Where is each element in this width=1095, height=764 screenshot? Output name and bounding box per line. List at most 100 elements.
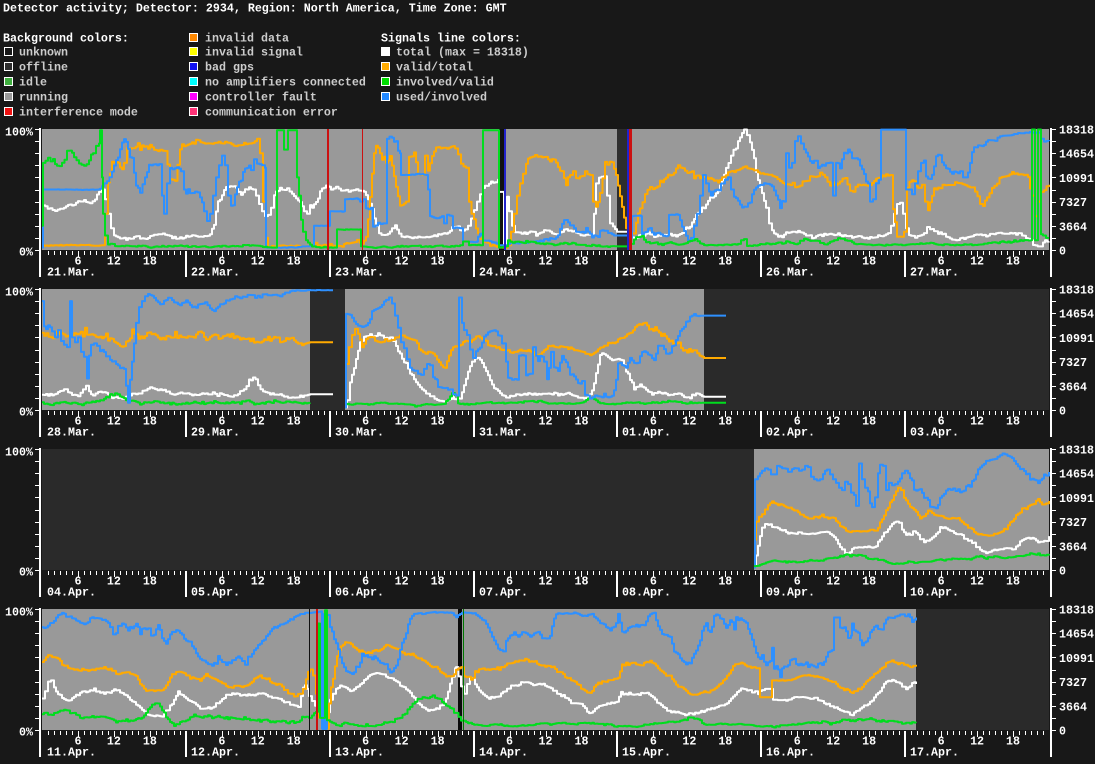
svg-text:18: 18 bbox=[143, 735, 157, 749]
svg-text:7327: 7327 bbox=[1059, 196, 1087, 210]
svg-text:6: 6 bbox=[218, 415, 225, 429]
svg-text:18: 18 bbox=[574, 575, 588, 589]
svg-text:Signals line colors:: Signals line colors: bbox=[381, 32, 521, 46]
svg-text:18: 18 bbox=[718, 575, 732, 589]
svg-text:100%: 100% bbox=[5, 286, 33, 300]
svg-text:18: 18 bbox=[431, 735, 445, 749]
svg-text:18: 18 bbox=[718, 255, 732, 269]
svg-text:6: 6 bbox=[938, 575, 945, 589]
svg-text:04.Apr.: 04.Apr. bbox=[47, 586, 96, 600]
svg-text:12: 12 bbox=[395, 735, 409, 749]
svg-text:6: 6 bbox=[794, 415, 801, 429]
svg-text:18318: 18318 bbox=[1059, 444, 1094, 458]
svg-text:18: 18 bbox=[862, 575, 876, 589]
svg-text:13.Apr.: 13.Apr. bbox=[335, 746, 384, 760]
svg-text:21.Mar.: 21.Mar. bbox=[47, 266, 96, 280]
svg-text:18: 18 bbox=[718, 415, 732, 429]
svg-text:28.Mar.: 28.Mar. bbox=[47, 426, 96, 440]
svg-text:invalid signal: invalid signal bbox=[205, 46, 303, 60]
svg-text:6: 6 bbox=[650, 255, 657, 269]
svg-text:6: 6 bbox=[218, 575, 225, 589]
svg-text:12: 12 bbox=[539, 575, 553, 589]
svg-text:6: 6 bbox=[218, 735, 225, 749]
svg-text:18: 18 bbox=[718, 735, 732, 749]
svg-text:12: 12 bbox=[107, 575, 121, 589]
svg-text:18: 18 bbox=[862, 415, 876, 429]
svg-text:12: 12 bbox=[682, 575, 696, 589]
svg-text:06.Apr.: 06.Apr. bbox=[335, 586, 384, 600]
svg-text:10991: 10991 bbox=[1059, 652, 1094, 666]
svg-text:08.Apr.: 08.Apr. bbox=[622, 586, 671, 600]
svg-text:6: 6 bbox=[938, 415, 945, 429]
svg-text:0%: 0% bbox=[19, 566, 33, 580]
svg-text:0: 0 bbox=[1059, 725, 1066, 739]
svg-text:18: 18 bbox=[574, 415, 588, 429]
svg-text:18: 18 bbox=[287, 735, 301, 749]
svg-text:18318: 18318 bbox=[1059, 284, 1094, 298]
svg-text:18: 18 bbox=[287, 415, 301, 429]
svg-text:18318: 18318 bbox=[1059, 124, 1094, 138]
svg-text:invalid data: invalid data bbox=[205, 32, 289, 46]
svg-text:18: 18 bbox=[1006, 255, 1020, 269]
svg-text:23.Mar.: 23.Mar. bbox=[335, 266, 384, 280]
svg-text:10991: 10991 bbox=[1059, 172, 1094, 186]
svg-text:10991: 10991 bbox=[1059, 332, 1094, 346]
svg-text:12: 12 bbox=[251, 575, 265, 589]
svg-text:12: 12 bbox=[682, 735, 696, 749]
svg-text:7327: 7327 bbox=[1059, 516, 1087, 530]
svg-text:Background colors:: Background colors: bbox=[3, 32, 129, 46]
svg-text:12: 12 bbox=[107, 735, 121, 749]
svg-text:12: 12 bbox=[970, 255, 984, 269]
svg-text:12: 12 bbox=[251, 415, 265, 429]
svg-text:6: 6 bbox=[506, 735, 513, 749]
svg-text:running: running bbox=[19, 91, 68, 105]
svg-text:18: 18 bbox=[574, 735, 588, 749]
svg-text:6: 6 bbox=[794, 255, 801, 269]
svg-text:7327: 7327 bbox=[1059, 676, 1087, 690]
svg-text:6: 6 bbox=[938, 255, 945, 269]
svg-text:12: 12 bbox=[539, 735, 553, 749]
svg-text:100%: 100% bbox=[5, 446, 33, 460]
svg-text:18: 18 bbox=[1006, 575, 1020, 589]
svg-text:12: 12 bbox=[970, 575, 984, 589]
svg-text:03.Apr.: 03.Apr. bbox=[910, 426, 959, 440]
svg-text:12: 12 bbox=[251, 255, 265, 269]
svg-text:6: 6 bbox=[506, 575, 513, 589]
svg-text:10991: 10991 bbox=[1059, 492, 1094, 506]
svg-text:6: 6 bbox=[74, 735, 81, 749]
svg-text:100%: 100% bbox=[5, 126, 33, 140]
svg-text:0: 0 bbox=[1059, 565, 1066, 579]
svg-text:11.Apr.: 11.Apr. bbox=[47, 746, 96, 760]
svg-text:18: 18 bbox=[287, 255, 301, 269]
svg-text:18: 18 bbox=[1006, 415, 1020, 429]
svg-text:6: 6 bbox=[938, 735, 945, 749]
svg-text:12: 12 bbox=[826, 575, 840, 589]
svg-text:12.Apr.: 12.Apr. bbox=[191, 746, 240, 760]
svg-text:18: 18 bbox=[143, 255, 157, 269]
svg-text:12: 12 bbox=[970, 415, 984, 429]
svg-text:14654: 14654 bbox=[1059, 148, 1094, 162]
svg-text:interference mode: interference mode bbox=[19, 106, 138, 120]
svg-text:total (max = 18318): total (max = 18318) bbox=[396, 46, 529, 60]
svg-text:30.Mar.: 30.Mar. bbox=[335, 426, 384, 440]
svg-text:18: 18 bbox=[143, 415, 157, 429]
svg-text:12: 12 bbox=[395, 575, 409, 589]
svg-text:12: 12 bbox=[251, 735, 265, 749]
svg-text:18: 18 bbox=[287, 575, 301, 589]
svg-text:idle: idle bbox=[19, 76, 47, 90]
svg-text:6: 6 bbox=[650, 735, 657, 749]
svg-text:18: 18 bbox=[574, 255, 588, 269]
svg-text:18318: 18318 bbox=[1059, 604, 1094, 618]
svg-text:12: 12 bbox=[826, 735, 840, 749]
svg-text:6: 6 bbox=[650, 415, 657, 429]
svg-text:12: 12 bbox=[682, 255, 696, 269]
svg-text:18: 18 bbox=[431, 415, 445, 429]
svg-text:02.Apr.: 02.Apr. bbox=[766, 426, 815, 440]
svg-text:18: 18 bbox=[1006, 735, 1020, 749]
svg-text:12: 12 bbox=[107, 255, 121, 269]
svg-text:26.Mar.: 26.Mar. bbox=[766, 266, 815, 280]
svg-text:6: 6 bbox=[362, 255, 369, 269]
svg-text:0: 0 bbox=[1059, 245, 1066, 259]
svg-text:14654: 14654 bbox=[1059, 468, 1094, 482]
svg-text:29.Mar.: 29.Mar. bbox=[191, 426, 240, 440]
